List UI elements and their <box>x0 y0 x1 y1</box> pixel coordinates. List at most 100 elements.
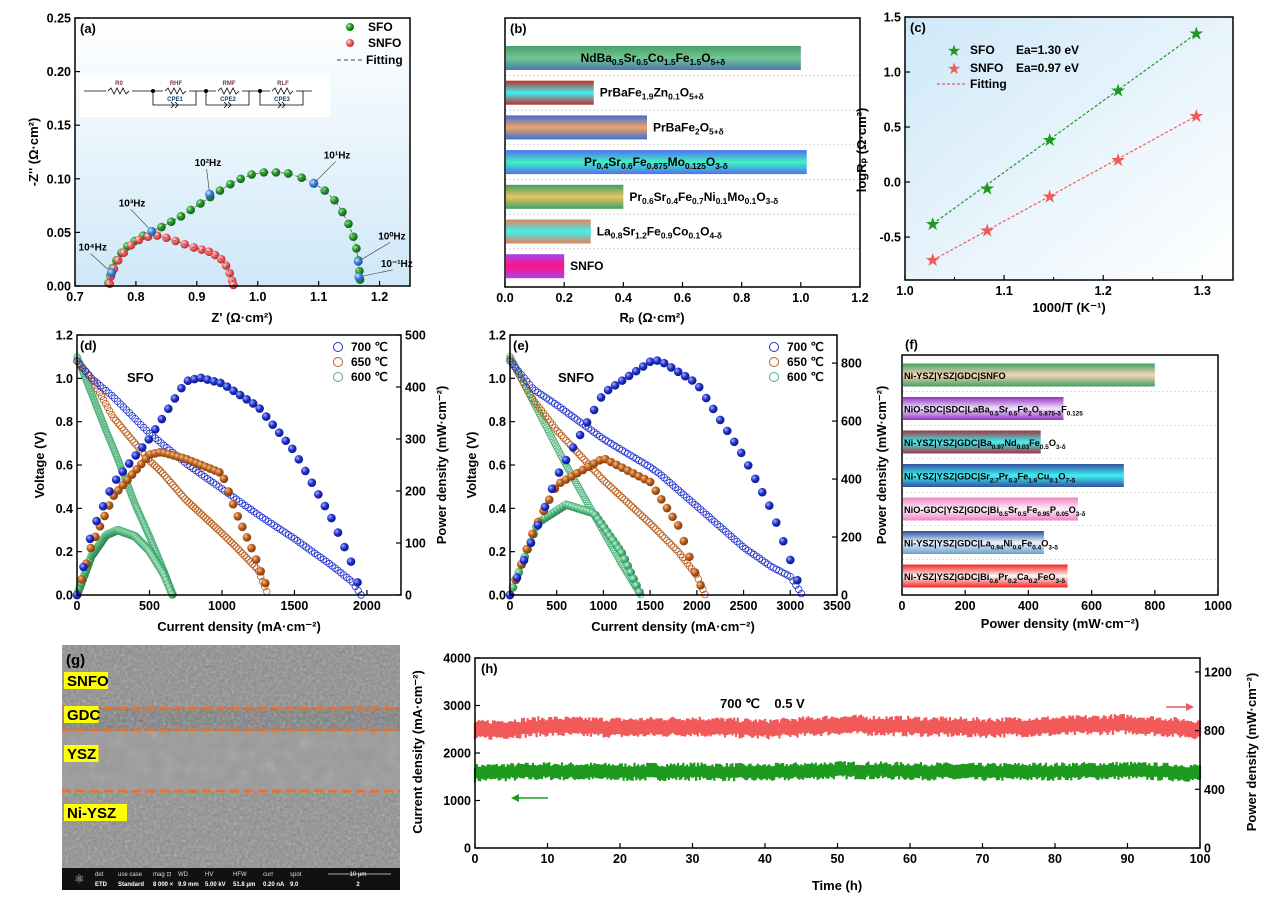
y-tick-label: 3000 <box>443 699 471 713</box>
panel-h: 0 10 20 30 40 50 60 70 80 90 100010002000300040000… <box>410 652 1259 894</box>
cpe-symbol <box>170 101 179 109</box>
voltage-point <box>702 510 710 519</box>
voltage-point <box>576 487 585 495</box>
x-tick-label: 3000 <box>776 599 804 613</box>
power-point <box>247 543 256 553</box>
subscript: 4-δ <box>709 231 722 241</box>
formula-text: Pr <box>584 155 597 169</box>
power-point <box>568 443 578 452</box>
x-tick-label: 400 <box>1018 599 1039 613</box>
formula-text: Sr <box>624 51 637 65</box>
voltage-point <box>557 431 566 440</box>
formula-text: Co <box>672 225 688 239</box>
subscript: 0.125 <box>685 161 706 171</box>
x-tick-label: 1000 <box>208 599 236 613</box>
y-tick-label: 0.5 <box>884 121 901 135</box>
voltage-point <box>658 532 667 540</box>
star-marker-snfo: ★ <box>1188 106 1204 126</box>
legend-label: Fitting <box>366 53 403 67</box>
formula-text: O <box>706 155 715 169</box>
y2-tick-label: 400 <box>405 381 426 395</box>
power-point <box>743 461 753 470</box>
y-tick-label: 1.0 <box>489 372 506 386</box>
subscript: 0.94 <box>991 545 1004 552</box>
voltage-point <box>579 491 587 499</box>
x-tick-label: 40 <box>758 852 772 866</box>
formula-text: La <box>597 225 611 239</box>
y-axis-label: logRₚ (Ω·cm²) <box>854 108 869 193</box>
sample-label: SFO <box>127 370 154 385</box>
voltage-point <box>159 469 167 478</box>
voltage-point <box>510 363 519 371</box>
circuit-label: CPE3 <box>274 97 290 103</box>
power-point <box>631 366 641 376</box>
voltage-point <box>220 531 228 539</box>
subscript: 0.95 <box>1037 511 1050 518</box>
power-point <box>708 404 718 414</box>
power-point <box>294 454 304 464</box>
voltage-point <box>77 362 85 370</box>
voltage-point <box>713 520 722 528</box>
legend-label: 700 ℃ <box>787 340 824 354</box>
power-point <box>522 544 532 554</box>
frequency-marker <box>354 272 364 282</box>
voltage-point <box>128 436 136 444</box>
resistor-gap <box>216 87 242 95</box>
voltage-point <box>99 396 108 404</box>
y-tick-label: 0.6 <box>489 459 506 473</box>
layer-label-background <box>64 672 108 689</box>
fitting-line <box>932 115 1197 261</box>
voltage-point <box>222 533 230 541</box>
voltage-point <box>685 495 694 504</box>
power-point <box>623 561 633 571</box>
x-tick-label: 80 <box>1048 852 1062 866</box>
y2-axis-label: Power density (mW·cm⁻²) <box>434 386 449 545</box>
formula-text: O <box>1058 472 1065 482</box>
power-point <box>652 356 662 365</box>
y2-tick-label: 100 <box>405 537 426 551</box>
voltage-point <box>654 527 662 536</box>
voltage-point <box>224 535 232 543</box>
voltage-point <box>216 527 224 536</box>
subscript: 1.5 <box>664 57 676 67</box>
y-tick-label: 1.5 <box>884 11 901 25</box>
frequency-marker <box>147 226 157 236</box>
legend-label: 650 ℃ <box>787 355 824 369</box>
voltage-point <box>604 481 613 489</box>
x-tick-label: 0 <box>899 599 906 613</box>
x-axis-label: Rₚ (Ω·cm²) <box>619 310 684 325</box>
formula-text: O <box>756 190 765 204</box>
y2-tick-label: 800 <box>1204 724 1225 738</box>
x-axis-label: Current density (mA·cm⁻²) <box>591 619 755 634</box>
panel-label: (d) <box>80 338 97 353</box>
voltage-point <box>234 545 242 553</box>
voltage-point <box>647 520 655 529</box>
voltage-point <box>611 487 620 495</box>
plot-frame <box>74 17 411 287</box>
info-header: WD <box>178 872 189 878</box>
bar-label: Ni-YSZ|YSZ|GDC|SNFO <box>904 371 1006 381</box>
voltage-point <box>680 491 688 499</box>
voltage-point <box>595 472 604 480</box>
voltage-point <box>665 538 673 547</box>
voltage-point <box>682 493 691 501</box>
formula-text: Mo <box>727 190 744 204</box>
y-tick-label: 0.05 <box>47 226 71 240</box>
panel-b: NdBa0.5Sr0.5Co1.5Fe1.5O5+δPrBaFe1.9Zn0.1… <box>496 17 869 325</box>
x-tick-label: 1.1 <box>310 290 327 304</box>
power-point <box>673 367 683 377</box>
x-tick-label: 100 <box>1190 852 1211 866</box>
voltage-point <box>187 501 196 509</box>
info-header: spot <box>290 872 302 878</box>
voltage-point <box>593 470 602 478</box>
resistor-gap <box>270 87 296 95</box>
power-point <box>657 495 666 504</box>
info-value: 0.20 nA <box>263 882 285 888</box>
subscript: 0.1 <box>716 196 728 206</box>
legend-label: SFO <box>970 43 995 57</box>
voltage-point <box>600 477 608 485</box>
voltage-point <box>212 523 220 532</box>
legend-marker <box>333 342 343 352</box>
formula-text: Ni-YSZ|YSZ|GDC|Ba <box>904 438 993 448</box>
